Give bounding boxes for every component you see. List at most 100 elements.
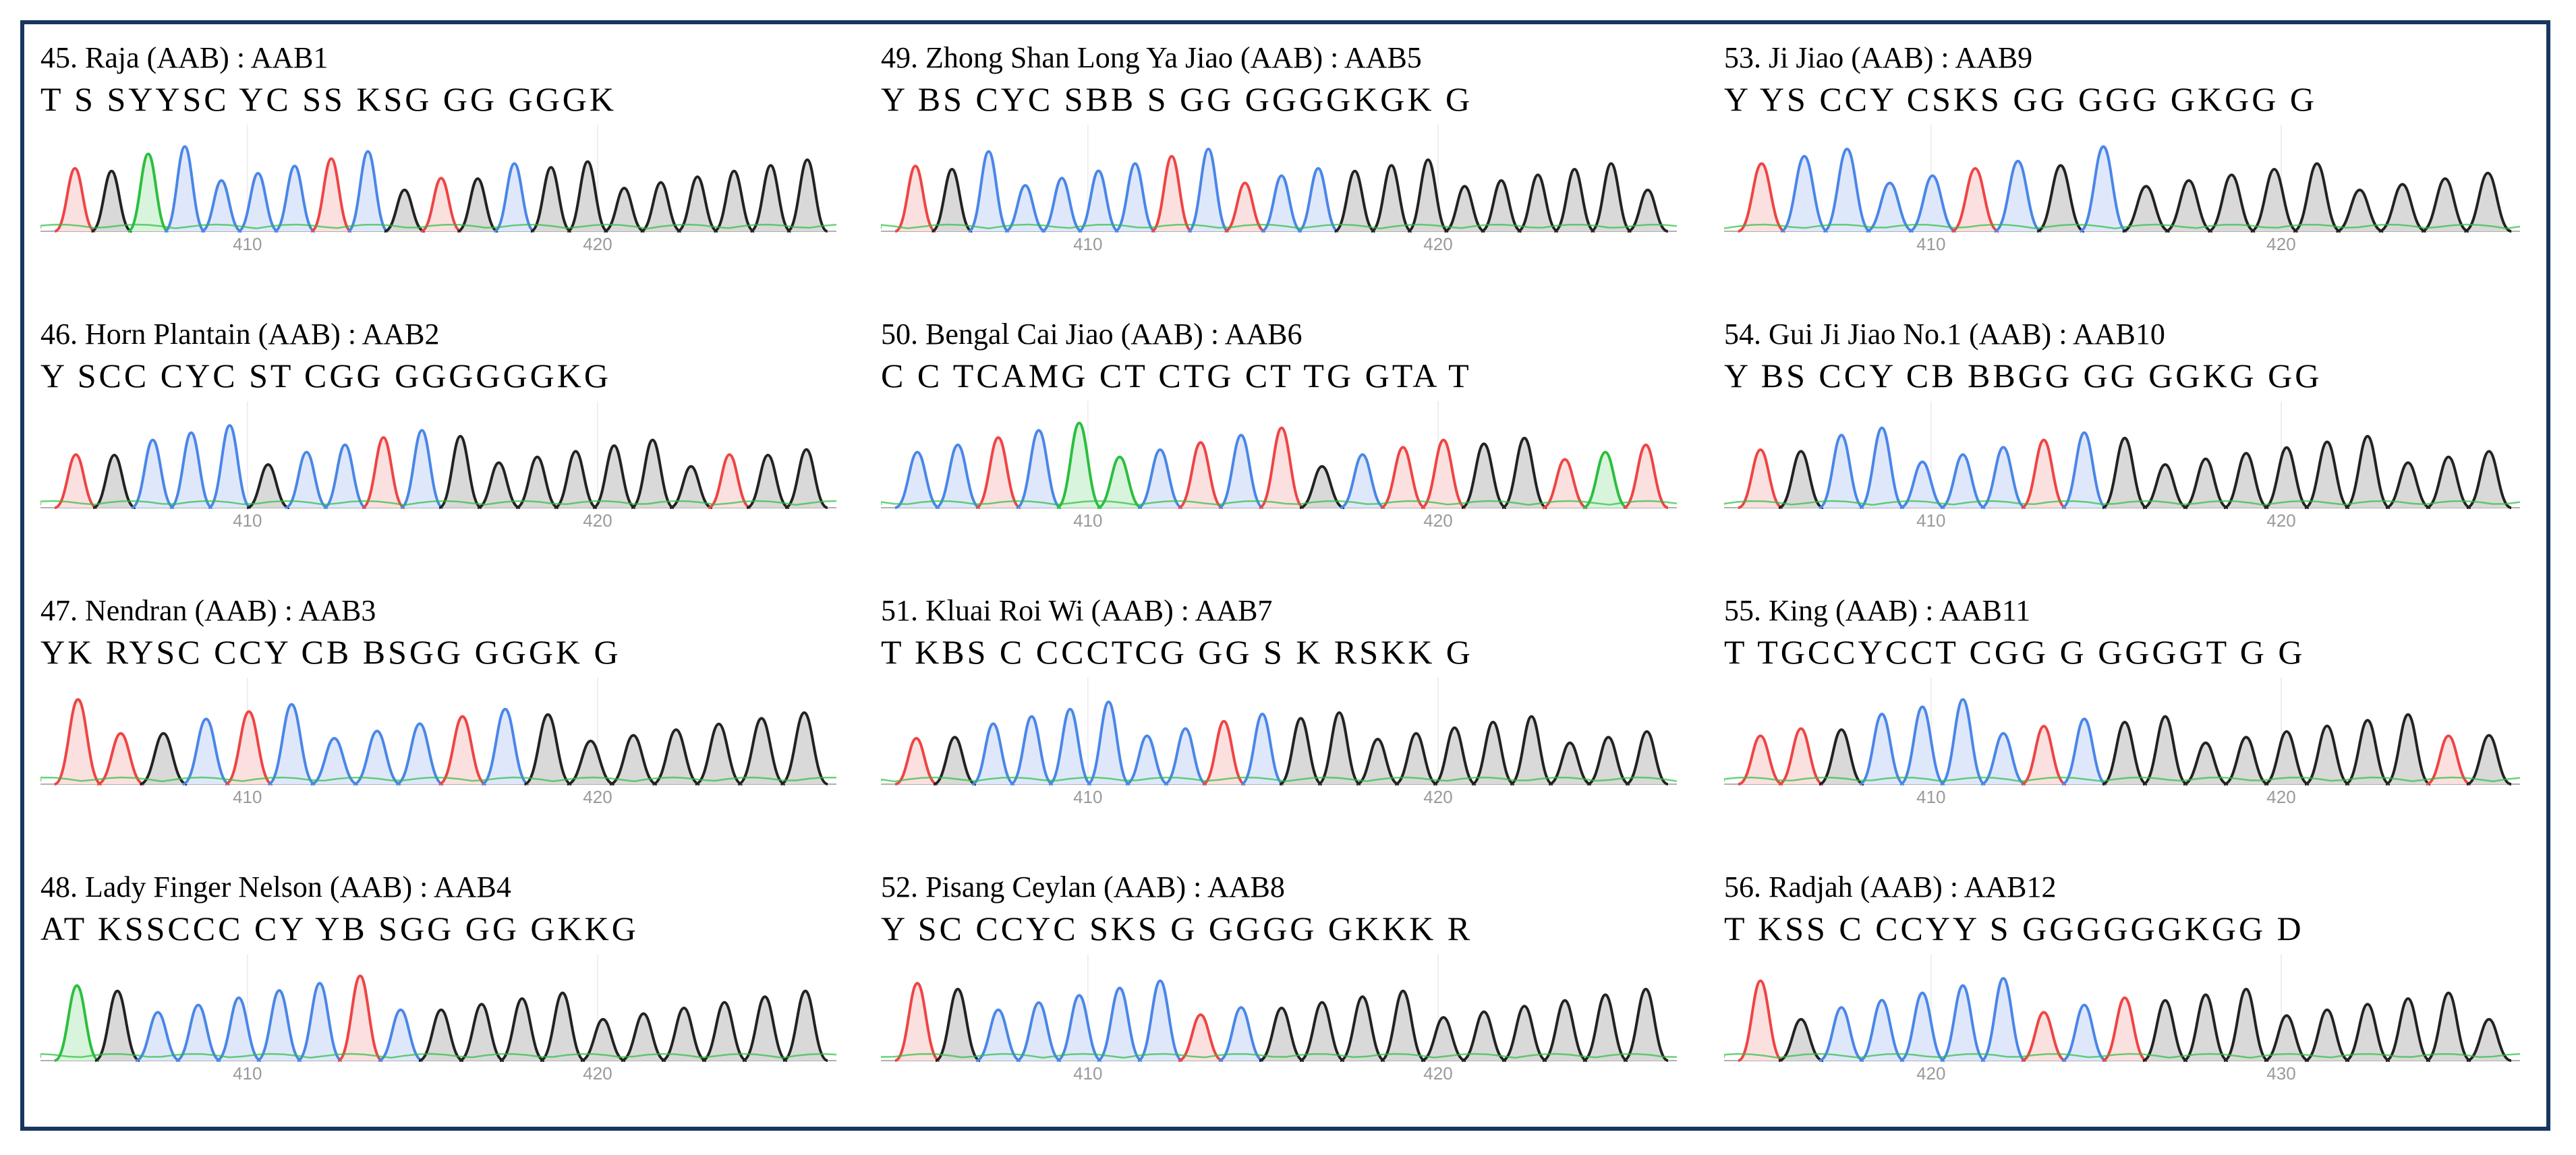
adenine-peak (1582, 450, 1628, 509)
base-call-sequence: YK RYSC CCY CB BSGG GGGK G (40, 633, 621, 671)
position-tick-label: 410 (233, 787, 262, 806)
guanine-peak (1819, 728, 1864, 786)
base-call-sequence: T S SYYSC YC SS KSG GG GGGK (40, 80, 617, 118)
panel-55: 55. King (AAB) : AAB11 T TGCCYCCT CGG G … (1724, 593, 2527, 870)
thymine-peak (894, 736, 938, 786)
guanine-peak (580, 1017, 626, 1062)
thymine-peak (310, 157, 352, 233)
cytosine-peak (2079, 145, 2128, 233)
guanine-peak (2183, 993, 2229, 1062)
cytosine-peak (297, 982, 343, 1062)
guanine-peak (1586, 736, 1630, 786)
position-tick-label: 420 (2266, 234, 2295, 253)
cytosine-peak (267, 703, 316, 786)
cytosine-peak (1056, 994, 1102, 1062)
guanine-peak (702, 1001, 747, 1062)
base-call-sequence: C C TCAMG CT CTG CT TG GTA T (881, 357, 1472, 394)
guanine-peak (1407, 158, 1449, 233)
thymine-peak (337, 974, 383, 1062)
base-call-sequence: Y SC CCYC SKS G GGGG GKKK R (881, 910, 1473, 947)
panel-47: 47. Nendran (AAB) : AAB3 YK RYSC CCY CB … (40, 593, 843, 870)
cytosine-peak (169, 431, 213, 509)
background-signal-trace (1724, 776, 2520, 783)
guanine-peak (2264, 446, 2310, 509)
position-tick-label: 410 (1916, 510, 1945, 529)
cytosine-peak (182, 717, 231, 786)
guanine-peak (786, 158, 828, 233)
guanine-peak (746, 453, 790, 509)
panel-title: 55. King (AAB) : AAB11 (1724, 594, 2031, 627)
guanine-peak (540, 991, 585, 1062)
thymine-peak (708, 453, 751, 509)
position-tick-label: 420 (583, 1063, 612, 1082)
thymine-peak (96, 732, 145, 786)
adenine-peak (127, 152, 169, 233)
cytosine-peak (1899, 460, 1945, 509)
panel-title: 45. Raja (AAB) : AAB1 (40, 41, 328, 74)
guanine-peak (2293, 162, 2341, 233)
cytosine-peak (1980, 446, 2026, 509)
adenine-peak (1056, 421, 1102, 509)
panel-title: 56. Radjah (AAB) : AAB12 (1724, 870, 2057, 904)
thymine-peak (1178, 1013, 1224, 1062)
guanine-peak (1279, 717, 1323, 786)
guanine-peak (621, 1012, 666, 1062)
cytosine-peak (285, 450, 328, 509)
thymine-peak (2021, 724, 2067, 786)
thymine-peak (1623, 443, 1669, 509)
panel-title: 48. Lady Finger Nelson (AAB) : AAB4 (40, 870, 511, 904)
guanine-peak (2036, 164, 2085, 233)
position-tick-label: 420 (583, 510, 612, 529)
guanine-peak (2250, 167, 2299, 233)
guanine-peak (1778, 450, 1824, 509)
guanine-peak (2385, 997, 2431, 1062)
cytosine-peak (1137, 979, 1183, 1062)
chromatogram: 410 420 (1724, 125, 2520, 253)
chromatogram: 410 420 (881, 678, 1677, 806)
guanine-peak (1443, 185, 1486, 233)
panel-56: 56. Radjah (AAB) : AAB12 T KSS C CCYY S … (1724, 870, 2527, 1146)
guanine-peak (1433, 726, 1477, 786)
background-signal-trace (40, 223, 836, 230)
cytosine-peak (1859, 426, 1905, 509)
guanine-peak (1582, 993, 1628, 1062)
cytosine-peak (200, 179, 242, 233)
cytosine-peak (1114, 162, 1156, 233)
panel-45: 45. Raja (AAB) : AAB1 T S SYYSC YC SS KS… (40, 40, 843, 317)
guanine-peak (1299, 1001, 1345, 1062)
cytosine-peak (1097, 986, 1143, 1062)
guanine-peak (246, 463, 290, 509)
guanine-peak (640, 181, 682, 233)
cytosine-peak (175, 1003, 221, 1062)
guanine-peak (2466, 1017, 2512, 1062)
panel-title: 52. Pisang Ceylan (AAB) : AAB8 (881, 870, 1285, 904)
cytosine-peak (353, 730, 401, 786)
panel-title: 51. Kluai Roi Wi (AAB) : AAB7 (881, 594, 1273, 627)
cytosine-peak (2061, 431, 2107, 509)
chromatogram: 410 420 (881, 954, 1677, 1082)
guanine-peak (784, 448, 828, 509)
guanine-peak (669, 465, 713, 509)
cytosine-peak (310, 736, 359, 786)
guanine-peak (1380, 989, 1426, 1062)
cytosine-peak (1994, 159, 2042, 233)
guanine-peak (931, 167, 973, 233)
chromatogram: 410 420 (881, 125, 1677, 253)
guanine-peak (2165, 179, 2213, 233)
cytosine-peak (1187, 147, 1230, 233)
thymine-peak (1380, 446, 1426, 509)
thymine-peak (2021, 438, 2067, 509)
thymine-peak (1738, 979, 1783, 1062)
cytosine-peak (131, 438, 175, 509)
thymine-peak (1202, 719, 1246, 786)
cytosine-peak (1819, 1006, 1864, 1062)
thymine-peak (1738, 448, 1783, 509)
cytosine-peak (2061, 717, 2107, 786)
background-signal-trace (40, 1053, 836, 1059)
guanine-peak (1259, 1006, 1305, 1062)
guanine-peak (1627, 188, 1669, 233)
cytosine-peak (1819, 434, 1864, 509)
thymine-peak (2426, 734, 2471, 786)
guanine-peak (499, 997, 545, 1062)
background-signal-trace (881, 223, 1677, 230)
